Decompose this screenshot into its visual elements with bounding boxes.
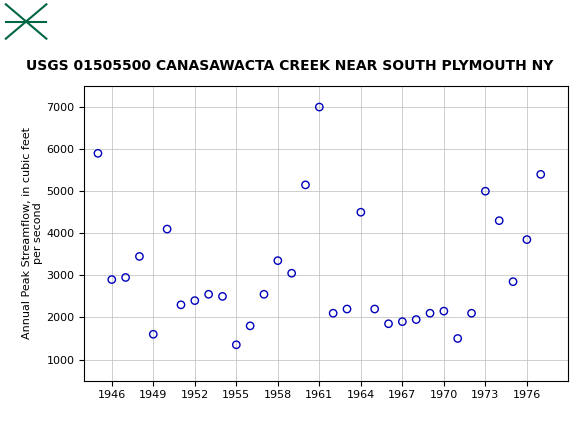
Point: [370, 306, 379, 313]
Text: USGS 01505500 CANASAWACTA CREEK NEAR SOUTH PLYMOUTH NY: USGS 01505500 CANASAWACTA CREEK NEAR SOU…: [26, 59, 554, 73]
Point: [384, 320, 393, 327]
Point: [328, 310, 338, 316]
Point: [398, 318, 407, 325]
Point: [481, 188, 490, 195]
Point: [425, 310, 434, 316]
Point: [301, 181, 310, 188]
Point: [245, 322, 255, 329]
Point: [204, 291, 213, 298]
Point: [273, 257, 282, 264]
Point: [495, 217, 504, 224]
Y-axis label: Annual Peak Streamflow, in cubic feet
per second: Annual Peak Streamflow, in cubic feet pe…: [22, 127, 44, 339]
Point: [231, 341, 241, 348]
Point: [190, 297, 200, 304]
Point: [218, 293, 227, 300]
Point: [287, 270, 296, 276]
Point: [412, 316, 421, 323]
Point: [453, 335, 462, 342]
Point: [121, 274, 130, 281]
Point: [176, 301, 186, 308]
Point: [148, 331, 158, 338]
Point: [162, 226, 172, 233]
Text: USGS: USGS: [58, 12, 118, 31]
Point: [315, 104, 324, 111]
Point: [259, 291, 269, 298]
Point: [93, 150, 103, 157]
Point: [135, 253, 144, 260]
Point: [467, 310, 476, 316]
Bar: [6, 4, 46, 39]
Point: [107, 276, 117, 283]
Point: [356, 209, 365, 216]
Point: [522, 236, 531, 243]
Point: [536, 171, 545, 178]
Point: [509, 278, 518, 285]
Point: [439, 308, 448, 315]
Point: [342, 306, 351, 313]
